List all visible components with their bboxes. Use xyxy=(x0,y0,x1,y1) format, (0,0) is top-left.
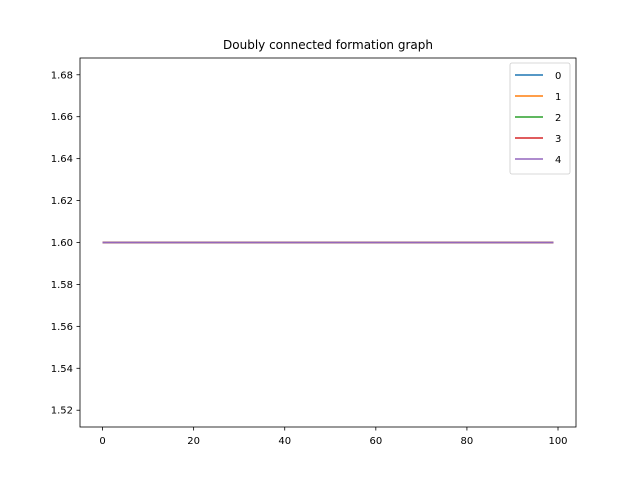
legend-box xyxy=(509,62,571,175)
y-tick-label: 1.52 xyxy=(51,406,73,417)
y-tick-label: 1.60 xyxy=(51,238,73,249)
legend-label: 1 xyxy=(555,92,561,103)
y-tick-label: 1.54 xyxy=(51,364,73,375)
y-tick-label: 1.68 xyxy=(51,70,73,81)
x-tick-label: 20 xyxy=(187,436,200,447)
y-tick-label: 1.56 xyxy=(51,322,73,333)
legend-label: 4 xyxy=(555,155,561,166)
chart-title: Doubly connected formation graph xyxy=(223,38,433,52)
legend: 0 1 2 3 4 xyxy=(509,62,571,175)
legend-label: 3 xyxy=(555,134,561,145)
y-tick-label: 1.66 xyxy=(51,112,73,123)
x-tick-label: 80 xyxy=(461,436,474,447)
x-tick-label: 100 xyxy=(548,436,567,447)
y-axis: 1.52 1.54 1.56 1.58 1.60 1.62 1.64 1.66 1.68 xyxy=(51,70,80,417)
y-tick-label: 1.58 xyxy=(51,280,73,291)
y-tick-label: 1.64 xyxy=(51,154,73,165)
legend-label: 0 xyxy=(555,71,561,82)
x-tick-label: 60 xyxy=(369,436,382,447)
x-tick-label: 40 xyxy=(278,436,291,447)
x-axis: 0 20 40 60 80 100 xyxy=(99,427,568,447)
x-tick-label: 0 xyxy=(99,436,105,447)
legend-label: 2 xyxy=(555,113,561,124)
y-tick-label: 1.62 xyxy=(51,196,73,207)
